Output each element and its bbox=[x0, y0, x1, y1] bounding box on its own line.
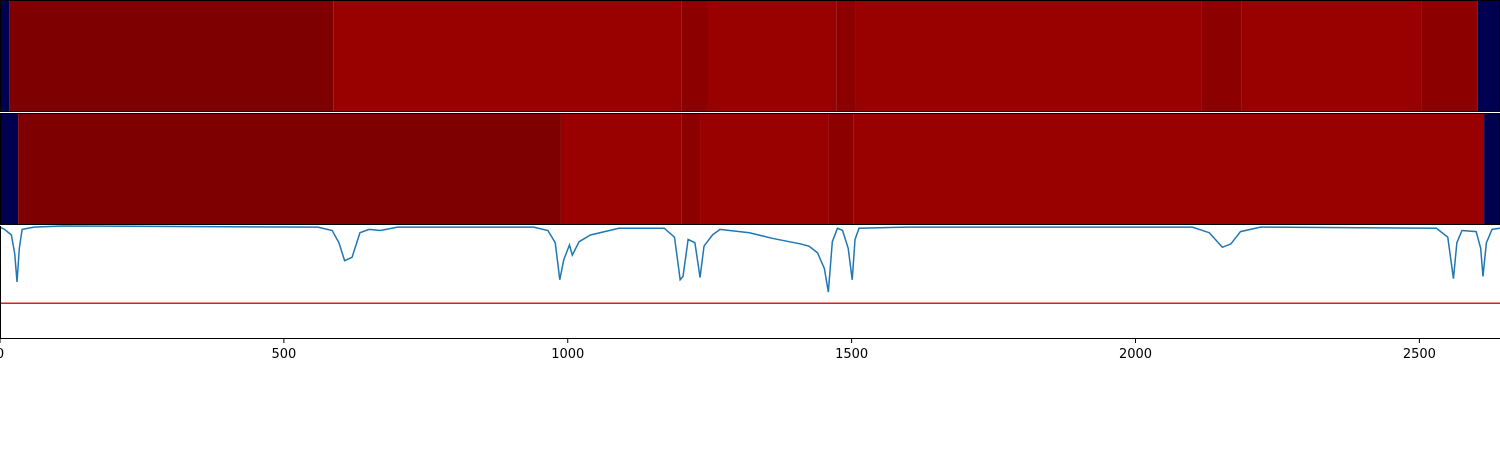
data-line bbox=[0, 225, 1500, 293]
heatmap-cell bbox=[0, 113, 19, 225]
heatmap-cell bbox=[560, 113, 682, 225]
heatmap-cell bbox=[9, 0, 334, 112]
heatmap-cell bbox=[700, 113, 829, 225]
x-tick-label: 500 bbox=[271, 347, 296, 362]
heatmap-cell bbox=[707, 0, 837, 112]
heatmap-cell bbox=[1201, 0, 1242, 112]
heatmap-cell bbox=[1484, 113, 1500, 225]
heatmap-cell bbox=[681, 113, 701, 225]
heatmap-cell bbox=[1421, 0, 1478, 112]
heatmap-cell bbox=[18, 113, 561, 225]
heatmap-cell bbox=[681, 0, 708, 112]
x-tick-label: 1500 bbox=[835, 347, 868, 362]
x-tick-label: 0 bbox=[0, 347, 4, 362]
heatmap-cell bbox=[1241, 0, 1422, 112]
heatmap-cell bbox=[855, 0, 1202, 112]
heatmap-cell bbox=[333, 0, 682, 112]
heatmap-cell bbox=[828, 113, 854, 225]
x-tick-label: 2000 bbox=[1119, 347, 1152, 362]
heatmap-cell bbox=[853, 113, 1485, 225]
x-tick-label: 2500 bbox=[1403, 347, 1436, 362]
x-tick-label: 1000 bbox=[551, 347, 584, 362]
heatmap-cell bbox=[1477, 0, 1500, 112]
heatmap-cell bbox=[0, 0, 10, 112]
heatmap-cell bbox=[836, 0, 856, 112]
